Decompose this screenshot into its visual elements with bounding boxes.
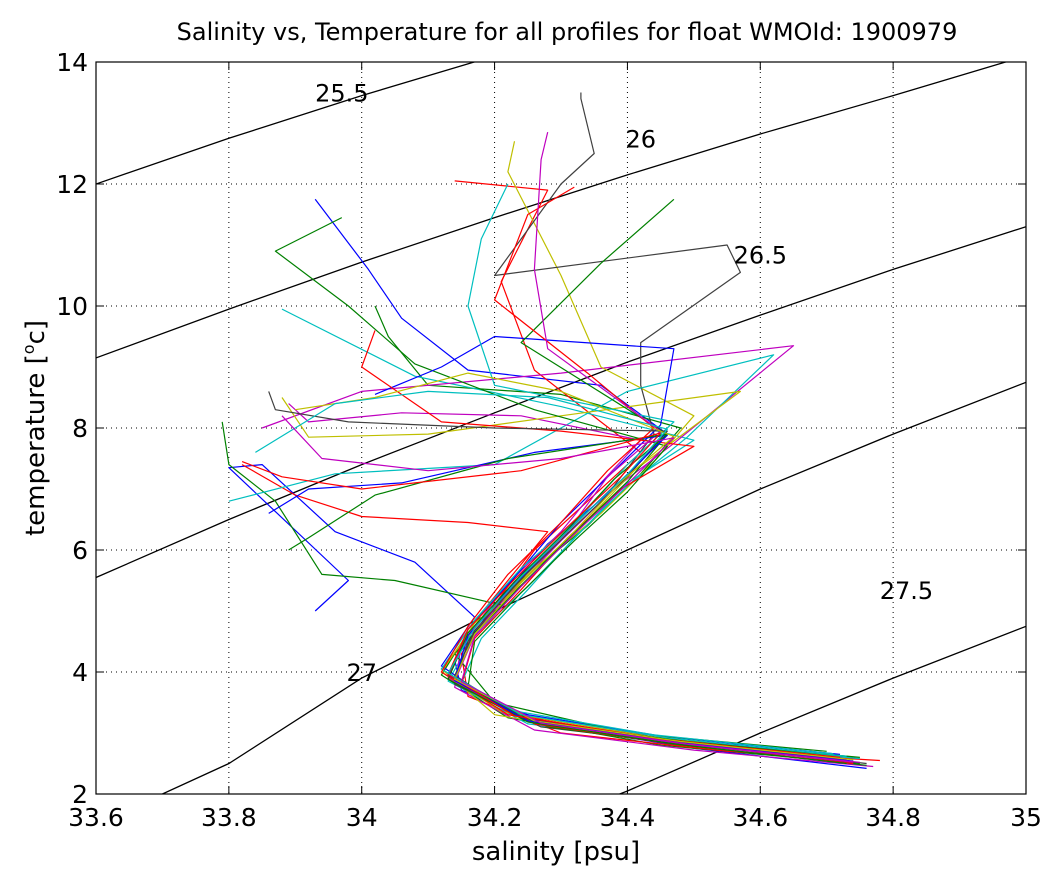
x-tick-label: 34.8 bbox=[865, 803, 921, 832]
x-tick-label: 34.6 bbox=[732, 803, 788, 832]
y-axis-label-end: c] bbox=[21, 320, 51, 344]
profile-line bbox=[440, 186, 827, 757]
x-tick-label: 34.4 bbox=[600, 803, 656, 832]
profile-line bbox=[261, 345, 874, 768]
density-contours bbox=[96, 62, 1026, 794]
x-tick-label: 33.6 bbox=[68, 803, 124, 832]
profiles bbox=[221, 92, 880, 769]
y-tick-label: 4 bbox=[72, 658, 88, 687]
density-contour-label: 27 bbox=[346, 659, 377, 687]
profile-line bbox=[454, 92, 867, 765]
y-axis-label: temperature [oc] bbox=[19, 320, 51, 536]
density-contour-26.5 bbox=[96, 226, 1026, 579]
density-contour-label: 26.5 bbox=[734, 241, 787, 269]
density-contour-27.5 bbox=[617, 625, 1026, 794]
x-tick-label: 33.8 bbox=[201, 803, 257, 832]
profile-line bbox=[241, 432, 841, 758]
density-contour-27 bbox=[162, 381, 1026, 794]
x-axis-label: salinity [psu] bbox=[472, 837, 640, 867]
y-tick-label: 6 bbox=[72, 536, 88, 565]
profile-line bbox=[440, 141, 847, 762]
x-tick-label: 34.2 bbox=[467, 803, 523, 832]
profile-line bbox=[288, 433, 847, 765]
profile-line bbox=[221, 421, 827, 752]
y-axis-label-main: temperature [ bbox=[21, 354, 51, 536]
x-axis: 33.6 33.8 34 34.2 34.4 34.6 34.8 35 bbox=[68, 62, 1042, 832]
y-tick-label: 12 bbox=[56, 170, 88, 199]
y-tick-label: 8 bbox=[72, 414, 88, 443]
y-axis: 2 4 6 8 10 12 14 bbox=[56, 48, 1026, 809]
profile-line bbox=[295, 372, 854, 761]
profile-line bbox=[255, 390, 847, 757]
profile-line bbox=[281, 415, 860, 763]
y-tick-label: 2 bbox=[72, 780, 88, 809]
y-tick-label: 10 bbox=[56, 292, 88, 321]
x-tick-label: 34 bbox=[346, 803, 378, 832]
density-contour-25.5 bbox=[96, 62, 477, 185]
chart-title: Salinity vs, Temperature for all profile… bbox=[177, 18, 958, 46]
density-contour-labels: 25.5 26 26.5 27 27.5 bbox=[315, 80, 933, 688]
y-tick-label: 14 bbox=[56, 48, 88, 77]
y-axis-label-superscript: o bbox=[19, 344, 38, 354]
density-contour-label: 25.5 bbox=[315, 80, 368, 108]
density-contour-26 bbox=[96, 62, 1008, 359]
x-tick-label: 35 bbox=[1010, 803, 1042, 832]
profile-line bbox=[228, 464, 841, 755]
density-contour-label: 26 bbox=[625, 125, 656, 153]
density-contour-label: 27.5 bbox=[880, 577, 933, 605]
